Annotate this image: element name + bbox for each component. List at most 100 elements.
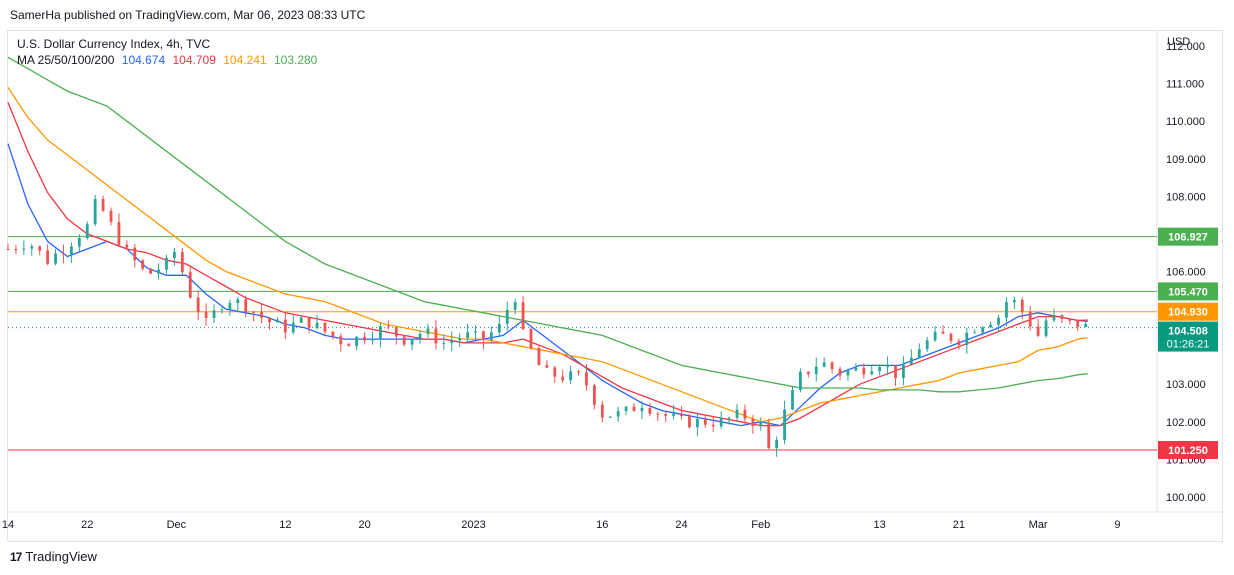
candle-body xyxy=(410,338,414,345)
candle-body xyxy=(1012,300,1016,303)
ma100-line xyxy=(7,87,1088,423)
candle-body xyxy=(1005,302,1008,318)
y-tick-label: 102.000 xyxy=(1166,417,1206,429)
last-price-label: 104.508 xyxy=(1168,326,1208,338)
candle-body xyxy=(989,324,992,328)
candle-body xyxy=(791,389,794,410)
candle-body xyxy=(585,372,588,386)
x-tick-label: Mar xyxy=(1029,519,1048,531)
candle-body xyxy=(1020,300,1024,312)
candle-body xyxy=(204,312,208,318)
level-badge-label: 105.470 xyxy=(1168,286,1208,298)
candle-body xyxy=(703,418,707,425)
level-badge xyxy=(1158,282,1218,301)
candle-body xyxy=(640,407,644,412)
candle-body xyxy=(109,210,113,223)
y-tick-label: 109.000 xyxy=(1166,154,1206,166)
x-tick-label: 2023 xyxy=(461,519,485,531)
candle-body xyxy=(442,342,446,344)
candle-body xyxy=(513,302,517,310)
chart-legend: U.S. Dollar Currency Index, 4h, TVC MA 2… xyxy=(17,36,321,68)
x-tick-label: 20 xyxy=(358,519,370,531)
candle-body xyxy=(783,409,786,441)
candle-body xyxy=(101,198,105,211)
x-tick-label: 16 xyxy=(596,519,608,531)
x-tick-label: 24 xyxy=(675,519,687,531)
candle-body xyxy=(719,417,723,427)
candle-body xyxy=(529,328,533,349)
candle-body xyxy=(46,250,50,264)
candle-body xyxy=(173,252,176,258)
candle-body xyxy=(743,409,747,419)
candle-body xyxy=(6,248,10,250)
legend-ma200-value: 103.280 xyxy=(273,53,318,67)
candle-body xyxy=(252,311,256,313)
candle-body xyxy=(751,418,755,427)
legend-ma50-value: 104.709 xyxy=(172,53,216,67)
candle-body xyxy=(268,317,271,323)
candle-body xyxy=(822,362,826,367)
level-badge-label: 104.930 xyxy=(1168,307,1208,319)
candle-body xyxy=(157,269,160,274)
legend-symbol[interactable]: U.S. Dollar Currency Index, 4h, TVC xyxy=(17,37,211,51)
candle-body xyxy=(141,260,145,269)
y-tick-label: 100.000 xyxy=(1166,492,1206,504)
candle-body xyxy=(165,257,168,270)
candle-body xyxy=(894,365,897,379)
x-tick-label: 13 xyxy=(874,519,886,531)
candle-body xyxy=(196,297,200,313)
legend-ma-row[interactable]: MA 25/50/100/200 104.674 104.709 104.241… xyxy=(17,52,321,68)
level-badge-label: 106.927 xyxy=(1168,232,1208,244)
candle-body xyxy=(276,319,279,323)
y-tick-label: 103.000 xyxy=(1166,379,1206,391)
footer-brand[interactable]: TradingView xyxy=(25,549,97,564)
ma200-line xyxy=(7,56,1088,393)
candle-body xyxy=(125,244,129,248)
candle-body xyxy=(521,302,525,329)
candle-body xyxy=(799,371,802,390)
y-tick-label: 111.000 xyxy=(1166,79,1204,91)
candle-body xyxy=(386,326,390,328)
candle-body xyxy=(917,349,921,358)
candle-body xyxy=(30,246,34,249)
candle-body xyxy=(902,364,905,379)
candle-body xyxy=(965,332,969,345)
candle-body xyxy=(379,326,382,339)
level-badge xyxy=(1158,227,1218,246)
x-tick-label: Feb xyxy=(751,519,770,531)
candle-body xyxy=(497,323,501,333)
candle-body xyxy=(307,317,311,329)
candle-body xyxy=(941,331,945,334)
countdown-label: 01:26:21 xyxy=(1167,339,1210,351)
y-tick-label: 108.000 xyxy=(1166,191,1206,203)
candle-body xyxy=(711,424,715,427)
candle-body xyxy=(1060,315,1064,319)
candle-body xyxy=(886,365,889,368)
candle-body xyxy=(838,368,842,376)
candle-body xyxy=(624,406,628,412)
last-price-badge xyxy=(1158,321,1218,352)
candle-body xyxy=(228,303,232,310)
published-byline: SamerHa published on TradingView.com, Ma… xyxy=(10,8,366,22)
candle-body xyxy=(482,331,485,340)
candle-body xyxy=(664,414,668,416)
candle-body xyxy=(505,309,509,324)
candle-body xyxy=(77,238,81,247)
candle-body xyxy=(188,272,192,298)
chart-frame[interactable] xyxy=(7,30,1223,542)
level-badge xyxy=(1158,302,1218,321)
candle-body xyxy=(680,413,683,416)
candle-body xyxy=(260,312,263,318)
candle-body xyxy=(323,322,327,332)
candle-body xyxy=(117,222,121,245)
candle-body xyxy=(315,322,319,329)
candle-body xyxy=(561,376,565,381)
tradingview-logo-icon[interactable]: 17 xyxy=(10,549,22,564)
level-badge xyxy=(1158,440,1218,459)
candle-body xyxy=(1028,311,1032,327)
candle-body xyxy=(363,336,366,341)
candle-body xyxy=(759,422,763,427)
candle-body xyxy=(93,198,97,225)
candle-body xyxy=(299,317,303,323)
